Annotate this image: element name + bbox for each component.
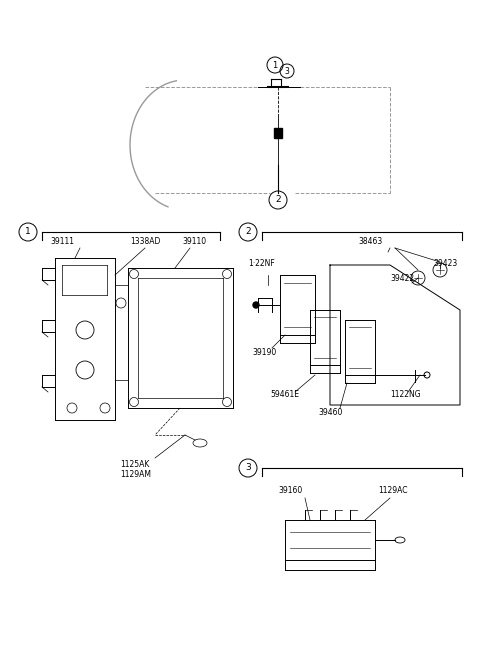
Text: 38463: 38463 [358,237,382,246]
Bar [274,128,282,138]
Text: 1125AK: 1125AK [120,460,149,469]
Text: 1129AC: 1129AC [378,486,408,495]
Text: 1338AD: 1338AD [130,237,160,246]
Text: 39190: 39190 [252,348,276,357]
Text: 3: 3 [245,463,251,472]
Text: 1·22NF: 1·22NF [248,259,275,268]
Text: 39423: 39423 [433,259,457,268]
Text: 59461E: 59461E [270,390,299,399]
Text: 3: 3 [285,66,289,76]
Circle shape [253,302,259,308]
Text: 39110: 39110 [182,237,206,246]
Text: 39460: 39460 [318,408,342,417]
Text: 39422: 39422 [390,274,414,283]
Text: 1129AM: 1129AM [120,470,151,479]
Text: 1122NG: 1122NG [390,390,420,399]
Text: 39160: 39160 [278,486,302,495]
Text: 1: 1 [272,60,277,70]
Text: 39111: 39111 [50,237,74,246]
Text: 2: 2 [245,227,251,237]
Text: 2: 2 [275,196,281,204]
Text: 1: 1 [25,227,31,237]
